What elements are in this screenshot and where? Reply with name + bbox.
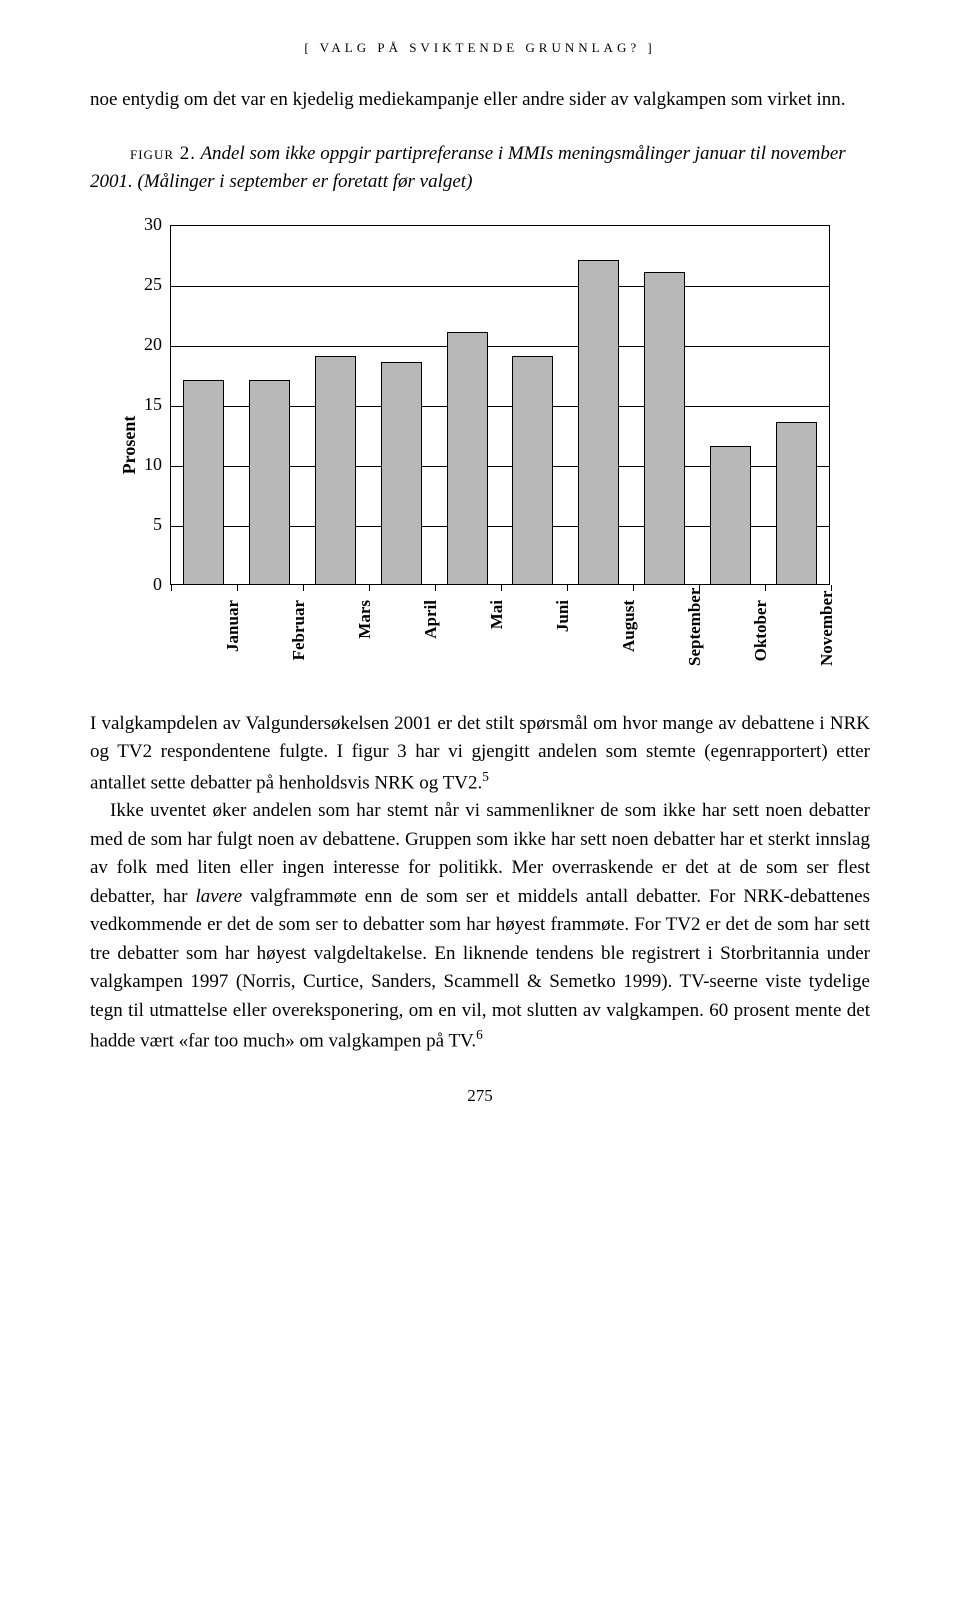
figure-caption: figur 2. Andel som ikke oppgir partipref… bbox=[90, 140, 870, 197]
chart-bar bbox=[578, 260, 619, 584]
chart-bar bbox=[710, 446, 751, 584]
x-tick bbox=[369, 585, 370, 591]
chart-plot-area bbox=[170, 225, 830, 585]
chart-bar bbox=[776, 422, 817, 584]
x-tick bbox=[171, 585, 172, 591]
footnote-marker: 5 bbox=[482, 769, 489, 784]
body-text: I valgkampdelen av Valgundersøkelsen 200… bbox=[90, 710, 870, 1057]
figure-caption-text: Andel som ikke oppgir partipreferanse i … bbox=[90, 143, 846, 193]
chart-bar bbox=[315, 356, 356, 584]
x-tick bbox=[303, 585, 304, 591]
x-tick bbox=[567, 585, 568, 591]
chart-bar bbox=[644, 272, 685, 584]
body-paragraph: Ikke uventet øker andelen som har stemt … bbox=[90, 797, 870, 1056]
x-tick bbox=[633, 585, 634, 591]
x-axis-labels: JanuarFebruarMarsAprilMaiJuniAugustSepte… bbox=[170, 593, 830, 673]
x-tick bbox=[237, 585, 238, 591]
chart-bar bbox=[249, 380, 290, 584]
y-tick-label: 0 bbox=[122, 574, 162, 595]
body-paragraph: I valgkampdelen av Valgundersøkelsen 200… bbox=[90, 710, 870, 798]
chart-bar bbox=[183, 380, 224, 584]
y-tick-label: 5 bbox=[122, 514, 162, 535]
x-tick bbox=[765, 585, 766, 591]
footnote-marker: 6 bbox=[476, 1027, 483, 1042]
x-tick bbox=[435, 585, 436, 591]
chart-bar bbox=[512, 356, 553, 584]
bars-container bbox=[171, 226, 829, 584]
bar-chart: Prosent 051015202530 JanuarFebruarMarsAp… bbox=[100, 215, 860, 675]
x-tick bbox=[501, 585, 502, 591]
running-header: [ VALG PÅ SVIKTENDE GRUNNLAG? ] bbox=[90, 40, 870, 56]
figure-label: figur 2. bbox=[130, 143, 196, 164]
italic-text: lavere bbox=[195, 886, 242, 907]
y-tick-label: 30 bbox=[122, 214, 162, 235]
intro-text: noe entydig om det var en kjedelig medie… bbox=[90, 86, 870, 115]
y-tick-label: 25 bbox=[122, 274, 162, 295]
y-tick-label: 20 bbox=[122, 334, 162, 355]
page-number: 275 bbox=[90, 1086, 870, 1106]
chart-bar bbox=[447, 332, 488, 584]
chart-bar bbox=[381, 362, 422, 584]
x-tick-label: November bbox=[817, 600, 897, 666]
y-tick-label: 10 bbox=[122, 454, 162, 475]
y-tick-label: 15 bbox=[122, 394, 162, 415]
